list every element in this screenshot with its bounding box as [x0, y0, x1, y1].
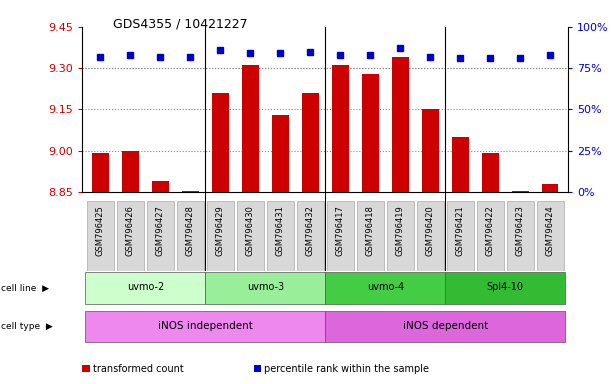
Bar: [122, 151, 139, 192]
Text: cell type  ▶: cell type ▶: [1, 322, 53, 331]
Text: uvmo-2: uvmo-2: [127, 282, 164, 292]
Text: GSM796427: GSM796427: [156, 205, 165, 256]
FancyBboxPatch shape: [177, 202, 204, 271]
Text: GSM796432: GSM796432: [306, 205, 315, 256]
Bar: [272, 115, 288, 192]
Text: GSM796431: GSM796431: [276, 205, 285, 256]
Text: Spl4-10: Spl4-10: [487, 282, 524, 292]
FancyBboxPatch shape: [445, 273, 565, 303]
Text: uvmo-4: uvmo-4: [367, 282, 404, 292]
FancyBboxPatch shape: [447, 202, 474, 271]
Bar: [182, 190, 199, 192]
Text: GSM796418: GSM796418: [366, 205, 375, 256]
FancyBboxPatch shape: [507, 202, 534, 271]
Bar: [152, 181, 169, 192]
Text: GSM796423: GSM796423: [516, 205, 525, 256]
FancyBboxPatch shape: [326, 311, 565, 342]
FancyBboxPatch shape: [326, 273, 445, 303]
Text: GSM796426: GSM796426: [126, 205, 135, 256]
Bar: [332, 65, 349, 192]
Bar: [512, 190, 529, 192]
FancyBboxPatch shape: [237, 202, 264, 271]
FancyBboxPatch shape: [267, 202, 294, 271]
FancyBboxPatch shape: [536, 202, 564, 271]
Text: GSM796425: GSM796425: [96, 205, 105, 256]
Bar: [212, 93, 229, 192]
FancyBboxPatch shape: [117, 202, 144, 271]
FancyBboxPatch shape: [477, 202, 503, 271]
FancyBboxPatch shape: [297, 202, 324, 271]
Bar: [362, 74, 379, 192]
FancyBboxPatch shape: [205, 273, 326, 303]
Bar: [92, 154, 109, 192]
Bar: [542, 184, 558, 192]
Bar: [392, 57, 409, 192]
FancyBboxPatch shape: [417, 202, 444, 271]
Bar: [302, 93, 318, 192]
Text: transformed count: transformed count: [93, 364, 184, 374]
Text: GSM796422: GSM796422: [486, 205, 495, 256]
FancyBboxPatch shape: [327, 202, 354, 271]
Text: GSM796421: GSM796421: [456, 205, 465, 256]
Text: percentile rank within the sample: percentile rank within the sample: [264, 364, 429, 374]
Bar: [422, 109, 439, 192]
Text: uvmo-3: uvmo-3: [247, 282, 284, 292]
Text: GSM796430: GSM796430: [246, 205, 255, 256]
FancyBboxPatch shape: [87, 202, 114, 271]
Bar: [452, 137, 469, 192]
Bar: [482, 154, 499, 192]
FancyBboxPatch shape: [387, 202, 414, 271]
Text: GSM796429: GSM796429: [216, 205, 225, 256]
Text: GSM796419: GSM796419: [396, 205, 405, 256]
Text: iNOS dependent: iNOS dependent: [403, 321, 488, 331]
FancyBboxPatch shape: [357, 202, 384, 271]
Bar: [242, 65, 258, 192]
FancyBboxPatch shape: [207, 202, 234, 271]
FancyBboxPatch shape: [147, 202, 174, 271]
Text: cell line  ▶: cell line ▶: [1, 283, 49, 293]
Text: GSM796424: GSM796424: [546, 205, 555, 256]
Text: iNOS independent: iNOS independent: [158, 321, 253, 331]
Text: GSM796417: GSM796417: [336, 205, 345, 256]
Text: GSM796420: GSM796420: [426, 205, 435, 256]
FancyBboxPatch shape: [86, 311, 326, 342]
FancyBboxPatch shape: [86, 273, 205, 303]
Text: GSM796428: GSM796428: [186, 205, 195, 256]
Text: GDS4355 / 10421227: GDS4355 / 10421227: [113, 17, 247, 30]
